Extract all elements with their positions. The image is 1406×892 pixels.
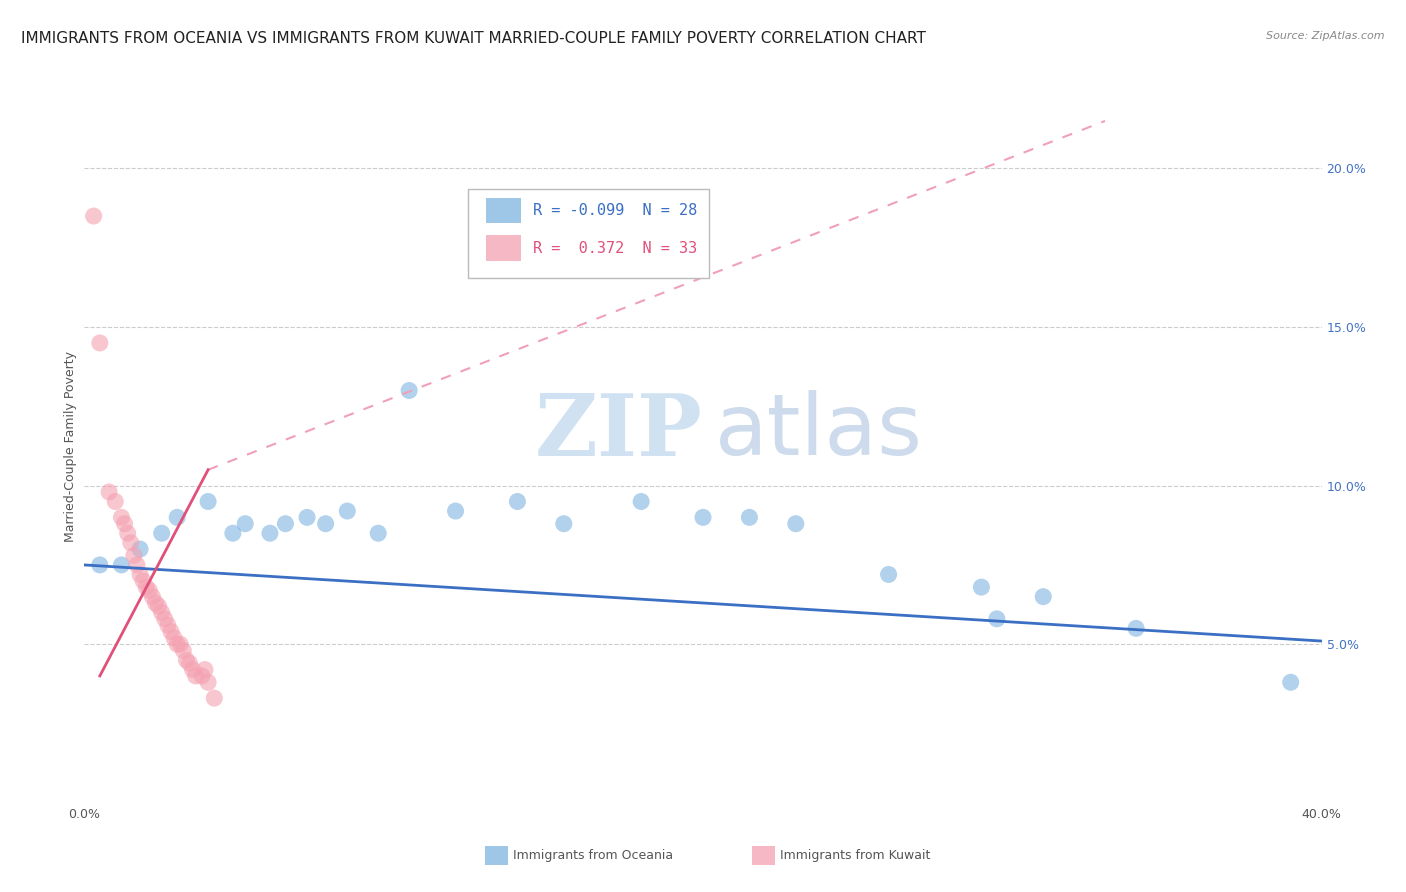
Text: R = -0.099  N = 28: R = -0.099 N = 28 <box>533 203 697 218</box>
Point <box>877 567 900 582</box>
Point <box>222 526 245 541</box>
Point <box>129 542 152 557</box>
Text: ZIP: ZIP <box>536 390 703 474</box>
Point <box>202 691 225 706</box>
Point <box>150 606 173 620</box>
Point <box>141 590 163 604</box>
Point <box>191 669 214 683</box>
Point <box>169 637 191 651</box>
Point <box>145 596 167 610</box>
Point <box>1279 675 1302 690</box>
Point <box>1125 621 1147 635</box>
Point <box>114 516 136 531</box>
Point <box>148 599 170 614</box>
Point <box>89 335 111 350</box>
Bar <box>485 846 508 865</box>
Text: Immigrants from Oceania: Immigrants from Oceania <box>513 849 673 862</box>
Point <box>110 510 132 524</box>
Point <box>970 580 993 594</box>
Point <box>120 535 142 549</box>
Point <box>110 558 132 572</box>
Point <box>132 574 155 588</box>
Text: IMMIGRANTS FROM OCEANIA VS IMMIGRANTS FROM KUWAIT MARRIED-COUPLE FAMILY POVERTY : IMMIGRANTS FROM OCEANIA VS IMMIGRANTS FR… <box>21 31 927 46</box>
Point <box>184 669 207 683</box>
Point <box>89 558 111 572</box>
Point <box>98 485 121 500</box>
Point <box>166 637 188 651</box>
Point <box>179 657 201 671</box>
Point <box>153 612 176 626</box>
Point <box>156 618 179 632</box>
Point <box>630 494 652 508</box>
Point <box>785 516 807 531</box>
Point <box>367 526 389 541</box>
Point <box>135 580 157 594</box>
Point <box>738 510 761 524</box>
Point <box>163 631 186 645</box>
Point <box>315 516 337 531</box>
Point <box>83 209 105 223</box>
Point <box>166 510 188 524</box>
Point <box>122 549 145 563</box>
Point <box>336 504 359 518</box>
Point <box>138 583 160 598</box>
Point <box>259 526 281 541</box>
Point <box>506 494 529 508</box>
Point <box>197 675 219 690</box>
Point <box>129 567 152 582</box>
Point <box>181 663 204 677</box>
Y-axis label: Married-Couple Family Poverty: Married-Couple Family Poverty <box>65 351 77 541</box>
Point <box>117 526 139 541</box>
Point <box>150 526 173 541</box>
Point <box>194 663 217 677</box>
Text: Immigrants from Kuwait: Immigrants from Kuwait <box>780 849 931 862</box>
Text: R =  0.372  N = 33: R = 0.372 N = 33 <box>533 241 697 256</box>
Point <box>160 624 183 639</box>
Point <box>172 643 194 657</box>
Bar <box>486 235 522 261</box>
Bar <box>486 198 522 223</box>
FancyBboxPatch shape <box>468 189 709 278</box>
Point <box>125 558 148 572</box>
Point <box>444 504 467 518</box>
Text: atlas: atlas <box>716 390 924 474</box>
Point <box>1032 590 1054 604</box>
Point <box>197 494 219 508</box>
Text: Source: ZipAtlas.com: Source: ZipAtlas.com <box>1267 31 1385 41</box>
Point <box>398 384 420 398</box>
Point <box>692 510 714 524</box>
Point <box>295 510 318 524</box>
Point <box>274 516 297 531</box>
Point <box>553 516 575 531</box>
Point <box>986 612 1008 626</box>
Point <box>176 653 198 667</box>
Point <box>104 494 127 508</box>
Point <box>233 516 256 531</box>
Bar <box>752 846 775 865</box>
